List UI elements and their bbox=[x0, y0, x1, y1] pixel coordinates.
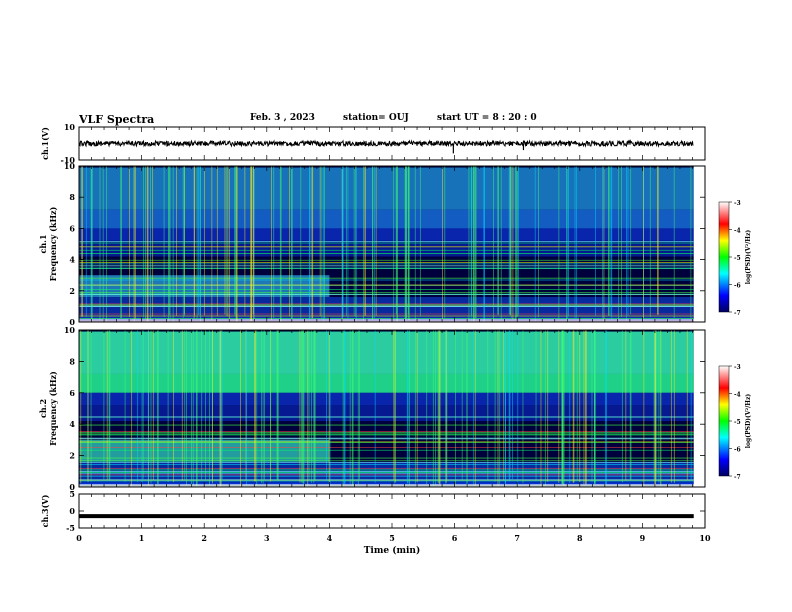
spectrogram-band bbox=[79, 439, 330, 462]
colorbar-tick-label: -3 bbox=[734, 364, 741, 371]
y-tick-label: 0 bbox=[69, 482, 75, 492]
colorbar bbox=[718, 201, 730, 313]
y-tick-label: 2 bbox=[69, 451, 75, 461]
colorbar-tick-label: -7 bbox=[734, 474, 741, 481]
y-tick-label: 10 bbox=[64, 161, 76, 171]
colorbar-tick-label: -4 bbox=[734, 228, 741, 235]
y-tick-label: 4 bbox=[69, 255, 75, 265]
spectrogram-band bbox=[79, 209, 694, 229]
spectrogram-band bbox=[79, 228, 694, 241]
x-tick-label: 8 bbox=[577, 533, 583, 543]
y-tick-label: 8 bbox=[69, 192, 75, 202]
channel-label: ch.1 bbox=[38, 234, 48, 253]
y-tick-label: -10 bbox=[61, 155, 76, 165]
x-tick-label: 4 bbox=[327, 533, 333, 543]
x-tick-label: 7 bbox=[514, 533, 520, 543]
channel-label: ch.2 bbox=[38, 399, 48, 418]
colorbar-tick-label: -7 bbox=[734, 310, 741, 317]
y-tick-label: 0 bbox=[69, 317, 75, 327]
y-tick-label: 10 bbox=[64, 325, 76, 335]
chart-title: VLF Spectra bbox=[79, 113, 155, 126]
spectrogram-blank-end bbox=[693, 166, 705, 322]
spectrogram-band bbox=[79, 331, 694, 374]
waveform-ch3-frame bbox=[78, 493, 706, 529]
spectrogram-band bbox=[79, 373, 694, 393]
y-tick-label: 10 bbox=[64, 122, 76, 132]
x-axis-label: Time (min) bbox=[364, 545, 421, 556]
colorbar-tick-label: -6 bbox=[734, 447, 741, 454]
colorbar-tick-label: -4 bbox=[734, 392, 741, 399]
x-tick-label: 6 bbox=[452, 533, 458, 543]
spectrogram-band bbox=[79, 240, 694, 257]
spectrogram-band bbox=[79, 297, 694, 318]
date-label: Feb. 3 , 2023 bbox=[250, 113, 315, 123]
ch1-axis-label: ch.1(V) bbox=[40, 127, 50, 160]
x-tick-label: 0 bbox=[76, 533, 82, 543]
x-tick-label: 3 bbox=[264, 533, 270, 543]
y-tick-label: 5 bbox=[69, 489, 75, 499]
spectrogram-blank-end bbox=[693, 330, 705, 487]
y-tick-label: -5 bbox=[66, 523, 75, 533]
spectrogram-bottom-strip bbox=[79, 484, 694, 487]
y-tick-label: 2 bbox=[69, 286, 75, 296]
ch3-axis-label: ch.3(V) bbox=[40, 494, 50, 527]
colorbar-label: log(PSD)(V²/Hz) bbox=[745, 394, 752, 449]
x-tick-label: 9 bbox=[640, 533, 646, 543]
x-tick-label: 2 bbox=[201, 533, 207, 543]
colorbar-tick-label: -6 bbox=[734, 283, 741, 290]
colorbar-label: log(PSD)(V²/Hz) bbox=[745, 230, 752, 285]
colorbar-tick-label: -3 bbox=[734, 200, 741, 207]
y-tick-label: 4 bbox=[69, 419, 75, 429]
spectrogram-band bbox=[79, 405, 694, 422]
frequency-axis-label: Frequency (kHz) bbox=[48, 206, 58, 281]
waveform-ch1-line bbox=[78, 139, 694, 148]
colorbar bbox=[718, 365, 730, 477]
y-tick-label: 6 bbox=[69, 388, 75, 398]
colorbar-tick-label: -5 bbox=[734, 419, 741, 426]
spectrogram-band bbox=[79, 392, 694, 406]
y-tick-label: 6 bbox=[69, 223, 75, 233]
x-tick-label: 10 bbox=[699, 533, 711, 543]
y-tick-label: 0 bbox=[69, 506, 75, 516]
x-tick-label: 1 bbox=[139, 533, 145, 543]
y-tick-label: 8 bbox=[69, 356, 75, 366]
spectrogram-bottom-strip bbox=[79, 319, 694, 322]
start-time-label: start UT = 8 : 20 : 0 bbox=[437, 113, 537, 123]
frequency-axis-label: Frequency (kHz) bbox=[48, 371, 58, 446]
spectrogram-band bbox=[79, 167, 694, 210]
station-label: station= OUJ bbox=[343, 113, 409, 123]
colorbar-tick-label: -5 bbox=[734, 255, 741, 262]
x-tick-label: 5 bbox=[389, 533, 395, 543]
